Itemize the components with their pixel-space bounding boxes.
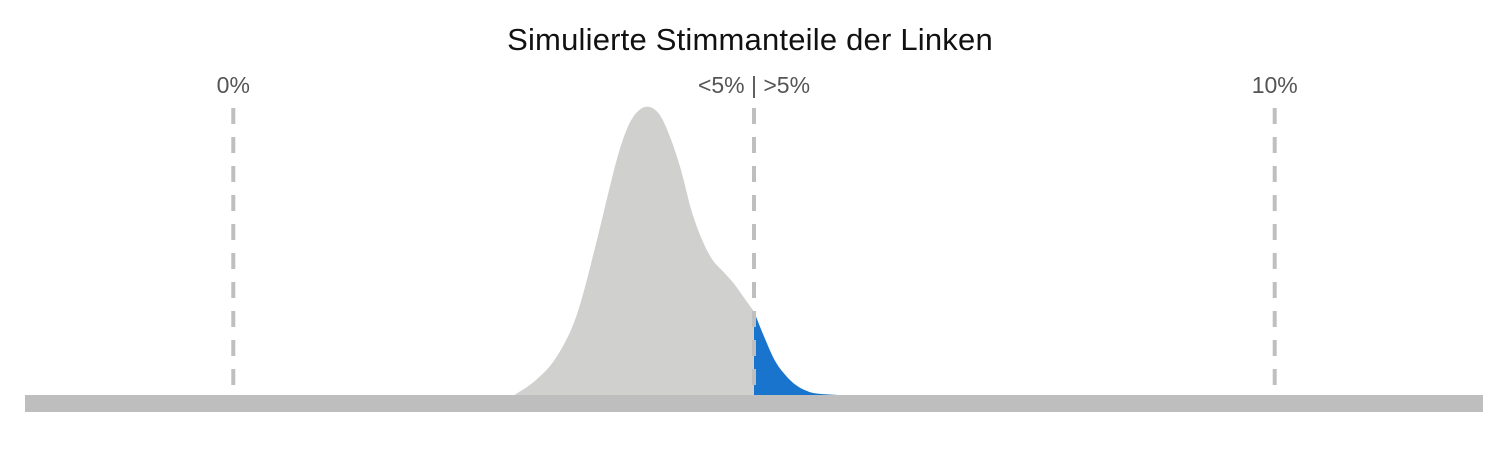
baseline-bar: [25, 395, 1483, 412]
density-area-below-threshold: [514, 106, 754, 395]
density-area-above-threshold: [754, 311, 838, 395]
tick-labels: 0% <5% | >5% 10%: [217, 72, 1298, 98]
guide-lines: [231, 108, 1277, 395]
tick-label-0: 0%: [217, 72, 250, 98]
chart-title: Simulierte Stimmanteile der Linken: [507, 22, 993, 57]
tick-label-1: <5% | >5%: [698, 72, 810, 98]
tick-label-2: 10%: [1252, 72, 1298, 98]
density-areas: [514, 106, 838, 395]
